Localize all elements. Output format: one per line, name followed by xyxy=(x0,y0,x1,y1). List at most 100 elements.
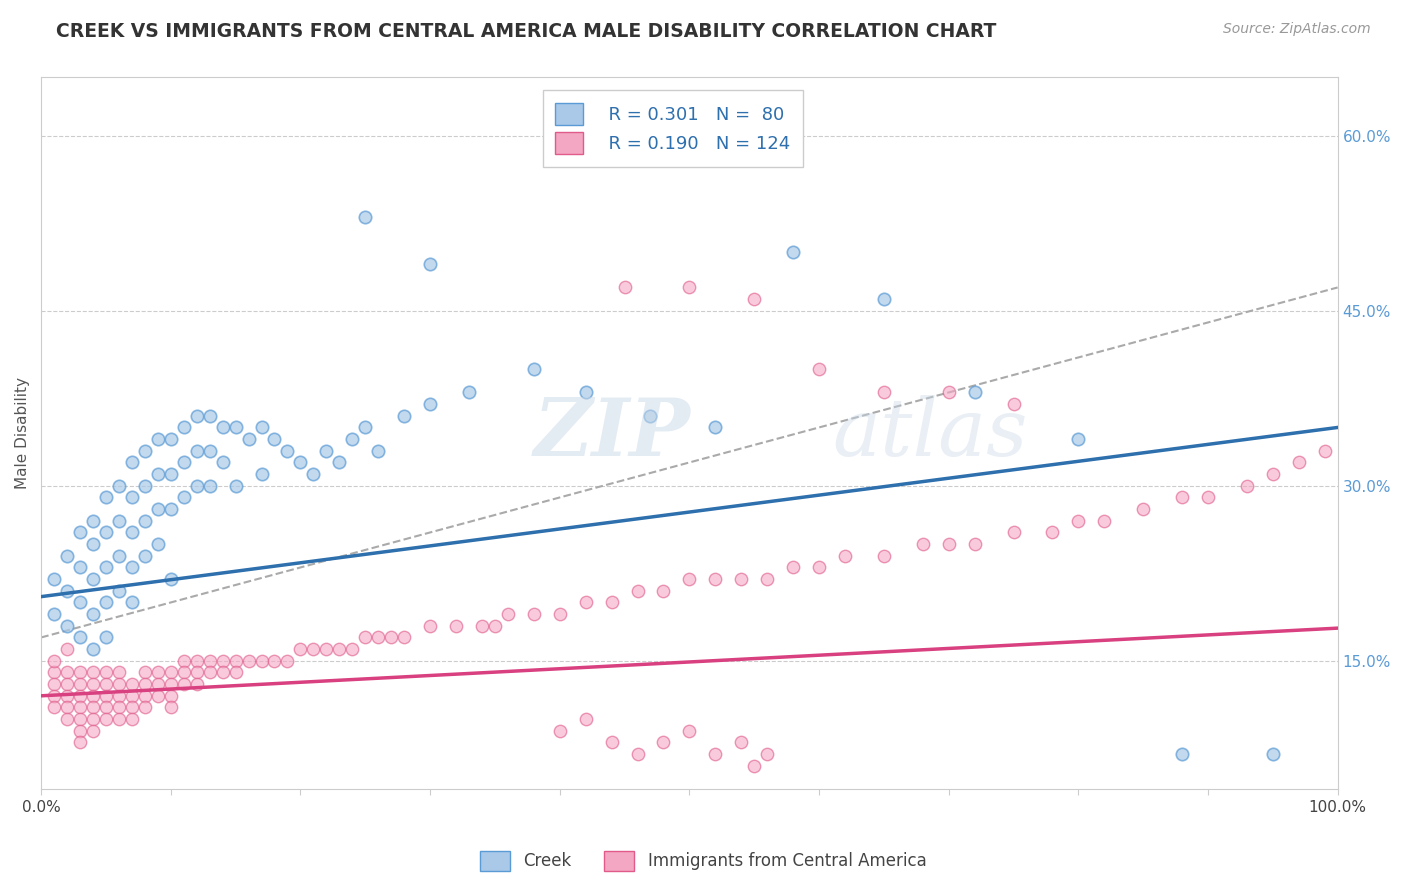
Point xyxy=(704,747,727,761)
Point xyxy=(42,572,65,586)
Point xyxy=(678,572,700,586)
Point xyxy=(159,689,181,703)
Point xyxy=(159,665,181,680)
Point xyxy=(548,607,571,621)
Point xyxy=(42,654,65,668)
Point xyxy=(250,654,273,668)
Point xyxy=(186,665,208,680)
Point xyxy=(82,700,104,714)
Point xyxy=(94,631,117,645)
Point xyxy=(1067,514,1090,528)
Point xyxy=(42,607,65,621)
Point xyxy=(211,455,233,469)
Point xyxy=(1261,467,1284,482)
Point xyxy=(730,572,752,586)
Point xyxy=(134,514,156,528)
Point xyxy=(315,642,337,657)
Point xyxy=(108,665,131,680)
Point xyxy=(290,642,312,657)
Point xyxy=(225,654,247,668)
Point xyxy=(742,759,765,773)
Point xyxy=(56,689,79,703)
Point xyxy=(575,595,598,609)
Point xyxy=(1132,502,1154,516)
Point xyxy=(56,665,79,680)
Point xyxy=(263,432,285,446)
Point xyxy=(704,572,727,586)
Point xyxy=(419,257,441,271)
Point xyxy=(290,455,312,469)
Point xyxy=(1171,491,1194,505)
Point xyxy=(263,654,285,668)
Point xyxy=(159,467,181,482)
Point xyxy=(302,467,325,482)
Point xyxy=(69,723,91,738)
Point xyxy=(1002,525,1025,540)
Point xyxy=(315,443,337,458)
Point xyxy=(82,712,104,726)
Point xyxy=(963,537,986,551)
Point xyxy=(600,595,623,609)
Point xyxy=(82,607,104,621)
Point xyxy=(730,735,752,749)
Point xyxy=(1261,747,1284,761)
Point xyxy=(146,502,169,516)
Point xyxy=(211,654,233,668)
Point xyxy=(834,549,856,563)
Text: ZIP: ZIP xyxy=(534,394,690,472)
Point xyxy=(186,654,208,668)
Point xyxy=(419,619,441,633)
Point xyxy=(328,455,350,469)
Point xyxy=(250,420,273,434)
Point xyxy=(276,443,298,458)
Point xyxy=(652,735,675,749)
Point xyxy=(56,677,79,691)
Point xyxy=(198,479,221,493)
Point xyxy=(134,689,156,703)
Point xyxy=(419,397,441,411)
Point xyxy=(173,677,195,691)
Point xyxy=(186,443,208,458)
Point xyxy=(678,280,700,294)
Point xyxy=(354,211,377,225)
Point xyxy=(121,595,143,609)
Point xyxy=(173,665,195,680)
Point xyxy=(548,723,571,738)
Point xyxy=(159,677,181,691)
Point xyxy=(69,595,91,609)
Text: Source: ZipAtlas.com: Source: ZipAtlas.com xyxy=(1223,22,1371,37)
Point xyxy=(1197,491,1219,505)
Point xyxy=(392,409,415,423)
Point xyxy=(225,420,247,434)
Point xyxy=(42,700,65,714)
Point xyxy=(873,292,896,306)
Point xyxy=(328,642,350,657)
Point xyxy=(134,665,156,680)
Point xyxy=(56,712,79,726)
Point xyxy=(82,572,104,586)
Point xyxy=(873,549,896,563)
Point xyxy=(56,549,79,563)
Point xyxy=(108,514,131,528)
Point xyxy=(575,385,598,400)
Point xyxy=(367,443,389,458)
Point xyxy=(626,747,648,761)
Point xyxy=(69,689,91,703)
Point xyxy=(1092,514,1115,528)
Point xyxy=(134,479,156,493)
Point xyxy=(159,572,181,586)
Point xyxy=(354,420,377,434)
Point xyxy=(121,455,143,469)
Point xyxy=(94,491,117,505)
Point xyxy=(121,491,143,505)
Point xyxy=(94,560,117,574)
Point xyxy=(69,560,91,574)
Point xyxy=(198,409,221,423)
Point xyxy=(211,420,233,434)
Point xyxy=(173,420,195,434)
Point xyxy=(108,712,131,726)
Point xyxy=(42,665,65,680)
Point xyxy=(225,479,247,493)
Point xyxy=(938,385,960,400)
Point xyxy=(342,642,364,657)
